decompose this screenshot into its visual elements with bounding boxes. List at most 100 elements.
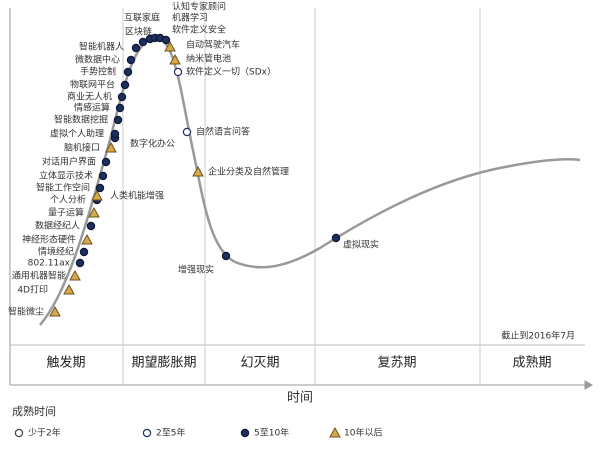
marker: [329, 426, 341, 438]
tech-label: 增强现实: [178, 264, 214, 276]
tech-label: 互联家庭: [124, 12, 160, 24]
marker: [79, 247, 89, 257]
tech-label: 自然语言问答: [196, 126, 250, 138]
marker: [173, 67, 183, 77]
marker: [240, 428, 250, 438]
tech-label: 虚拟现实: [343, 239, 379, 251]
tech-label: 个人分析: [50, 194, 86, 206]
tech-point: 微数据中心: [75, 54, 136, 66]
tech-point: 情感运算: [74, 102, 125, 114]
tech-label: 虚拟个人助理: [50, 128, 104, 140]
tech-label: 数据经纪人: [35, 220, 80, 232]
tech-label: 区块链: [125, 26, 152, 38]
phase-label: 期望膨胀期: [131, 355, 196, 371]
tech-point: 数字化办公: [110, 133, 175, 150]
legend-label: 10年以后: [344, 427, 382, 439]
tech-point: 脑机接口: [64, 141, 117, 154]
note: 截止到2016年7月: [501, 330, 575, 342]
marker: [120, 80, 130, 90]
tech-point: 情境经纪: [38, 246, 89, 258]
phase-label: 幻灭期: [240, 356, 279, 371]
marker: [221, 251, 231, 261]
marker: [49, 305, 61, 317]
tech-label: 4D打印: [17, 284, 48, 296]
marker: [86, 221, 96, 231]
marker: [95, 183, 105, 193]
tech-point: 智能工作空间: [36, 182, 105, 194]
tech-label: 数字化办公: [130, 138, 175, 150]
tech-point: 神经形态硬件: [22, 233, 93, 246]
marker: [117, 92, 127, 102]
marker: [115, 103, 125, 113]
tech-point: 人类机能增强: [91, 189, 164, 202]
marker: [131, 43, 141, 53]
marker: [169, 53, 181, 65]
marker: [75, 258, 85, 268]
tech-point: 对话用户界面: [42, 156, 111, 168]
marker: [123, 67, 133, 77]
legend-label: 少于2年: [28, 427, 61, 439]
tech-point: 机器学习: [155, 12, 208, 43]
phase-label: 成熟期: [512, 355, 551, 371]
tech-label: 对话用户界面: [42, 156, 96, 168]
marker: [88, 206, 100, 218]
tech-point: 企业分类及自然管理: [192, 165, 289, 178]
marker: [105, 141, 117, 153]
marker: [110, 129, 120, 139]
tech-point: 虚拟个人助理: [50, 128, 120, 140]
marker: [331, 233, 341, 243]
tech-label: 自动驾驶汽车: [186, 39, 240, 51]
frame: [9, 8, 594, 390]
tech-point: 商业无人机: [67, 91, 127, 103]
phase-label: 复苏期: [377, 355, 416, 371]
tech-point: 增强现实: [178, 251, 231, 276]
axis-label: 时间: [287, 391, 313, 406]
marker: [91, 189, 103, 201]
tech-point: 区块链: [125, 26, 152, 47]
tech-point: 智能数据挖掘: [54, 114, 123, 126]
tech-point: 智能微尘: [8, 305, 61, 318]
legend-label: 2至5年: [156, 427, 185, 439]
marker: [164, 40, 176, 52]
tech-label: 神经形态硬件: [22, 234, 76, 246]
tech-point: 软件定义安全: [161, 24, 226, 45]
tech-point: 立体显示技术: [39, 170, 108, 182]
tech-point: 智能机器人: [79, 41, 141, 53]
marker: [113, 115, 123, 125]
tech-label: 量子运算: [48, 207, 84, 219]
marker: [101, 157, 111, 167]
marker: [14, 428, 24, 438]
tech-label: 人类机能增强: [110, 190, 164, 202]
marker: [138, 37, 148, 47]
marker: [63, 283, 75, 295]
marker: [182, 127, 192, 137]
tech-point: 4D打印: [17, 283, 75, 296]
tech-point: 虚拟现实: [331, 233, 379, 251]
tech-label: 商业无人机: [67, 91, 112, 103]
tech-label: 智能微尘: [8, 306, 44, 318]
tech-label: 情感运算: [74, 102, 110, 114]
marker: [98, 171, 108, 181]
tech-label: 微数据中心: [75, 54, 120, 66]
legend-item: 2至5年: [142, 427, 185, 439]
tech-label: 情境经纪: [38, 246, 74, 258]
tech-label: 智能机器人: [79, 41, 124, 53]
marker: [126, 55, 136, 65]
tech-point: 手势控制: [80, 66, 133, 78]
tech-point: 通用机器智能: [12, 270, 81, 282]
marker: [142, 428, 152, 438]
tech-point: 数据经纪人: [35, 220, 96, 232]
tech-label: 软件定义安全: [172, 24, 226, 36]
marker: [192, 165, 204, 177]
tech-label: 手势控制: [80, 66, 116, 78]
marker: [81, 233, 93, 245]
tech-point: 纳米管电池: [169, 53, 231, 65]
tech-point: 物联网平台: [70, 79, 130, 91]
tech-label: 立体显示技术: [39, 170, 93, 182]
tech-point: 软件定义一切（SDx）: [173, 66, 276, 78]
tech-label: 物联网平台: [70, 79, 115, 91]
tech-point: 自动驾驶汽车: [164, 39, 240, 52]
tech-label: 软件定义一切（SDx）: [186, 66, 276, 78]
phase-label: 触发期: [46, 355, 85, 371]
tech-label: 认知专家顾问: [172, 1, 226, 13]
